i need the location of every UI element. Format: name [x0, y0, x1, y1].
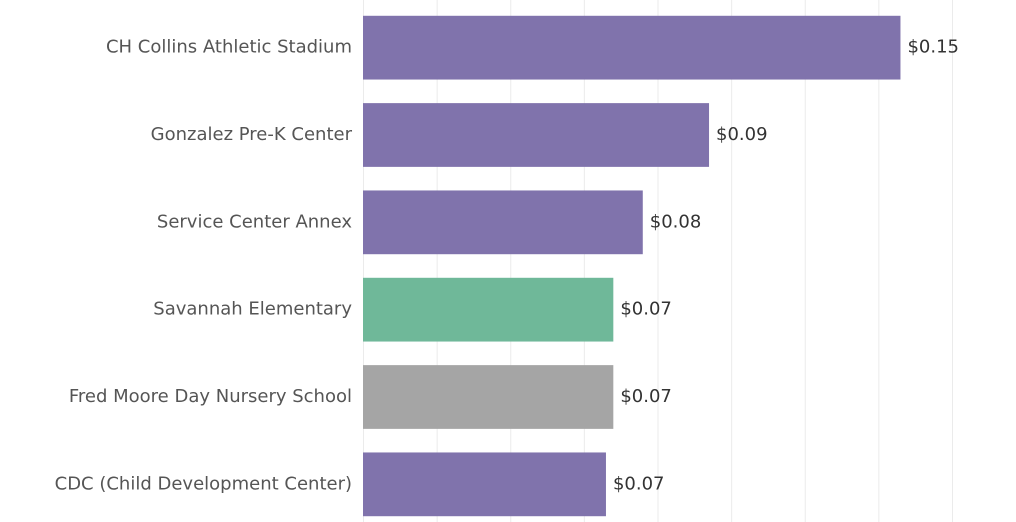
y-tick-label: CDC (Child Development Center): [55, 473, 352, 494]
bar: [363, 190, 643, 255]
bar: [363, 452, 606, 517]
value-label: $0.07: [620, 386, 672, 407]
bar: [363, 15, 901, 80]
bar: [363, 277, 614, 342]
value-label: $0.07: [613, 473, 665, 494]
y-tick-label: Savannah Elementary: [153, 299, 352, 320]
value-label: $0.07: [620, 299, 672, 320]
bar: [363, 365, 614, 429]
bar: [363, 103, 710, 167]
value-label: $0.09: [716, 124, 768, 145]
value-label: $0.15: [907, 37, 959, 58]
y-tick-label: Service Center Annex: [157, 211, 352, 232]
y-tick-label: Gonzalez Pre-K Center: [151, 124, 353, 145]
y-tick-label: CH Collins Athletic Stadium: [106, 37, 352, 58]
y-tick-label: Fred Moore Day Nursery School: [69, 386, 352, 407]
value-label: $0.08: [650, 211, 702, 232]
